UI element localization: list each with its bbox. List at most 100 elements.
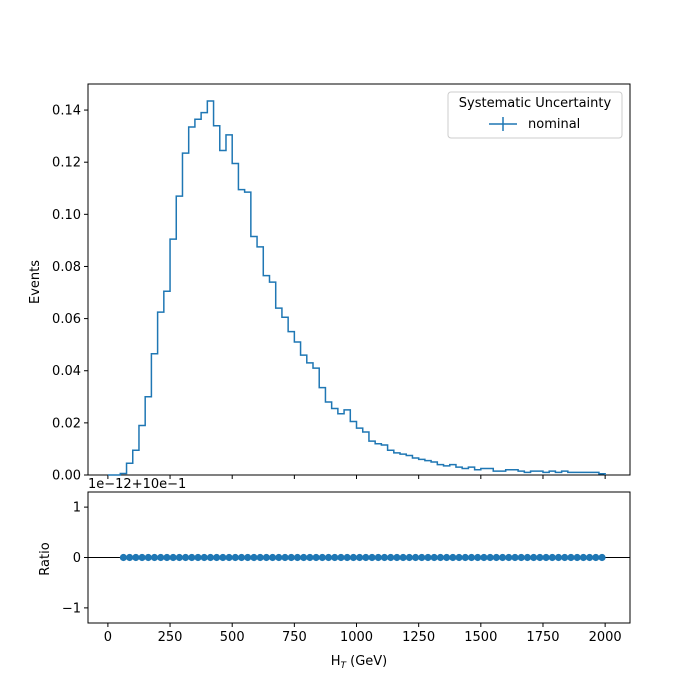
main-y-tick-label: 0.10 (52, 208, 81, 223)
ratio-points (119, 553, 606, 562)
ratio-point (231, 553, 239, 562)
ratio-point (418, 553, 426, 562)
ratio-point (331, 553, 339, 562)
ratio-point (362, 553, 370, 562)
x-tick-label: 0 (104, 630, 112, 645)
ratio-point (244, 553, 252, 562)
ratio-point (225, 553, 233, 562)
ratio-point (368, 553, 376, 562)
x-axis-label: HT (GeV) (331, 654, 388, 671)
ratio-point (585, 553, 594, 562)
main-y-tick-label: 0.04 (52, 364, 81, 379)
legend-marker-nominal (489, 117, 517, 131)
ratio-point (318, 553, 326, 562)
ratio-point (144, 553, 152, 562)
x-tick-label: 1500 (464, 630, 497, 645)
ratio-y-tick-label: 0 (73, 551, 81, 566)
ratio-point (505, 553, 513, 562)
ratio-point (213, 553, 221, 562)
ratio-point (281, 553, 289, 562)
main-plot-frame (87, 83, 631, 476)
ratio-point (399, 553, 407, 562)
ratio-point (300, 553, 308, 562)
ratio-point (455, 553, 463, 562)
x-tick-label: 1250 (402, 630, 435, 645)
x-tick-label: 500 (220, 630, 245, 645)
ratio-point (374, 553, 382, 562)
ratio-point (592, 553, 600, 562)
legend-title: Systematic Uncertainty (459, 96, 612, 111)
ratio-point (561, 553, 569, 562)
ratio-point (287, 553, 295, 562)
ratio-point (542, 553, 550, 562)
x-tick-label: 250 (158, 630, 183, 645)
ratio-point (579, 553, 587, 562)
legend: Systematic Uncertainty nominal (447, 91, 623, 139)
ratio-point (449, 553, 457, 562)
main-y-tick-label: 0.06 (52, 312, 81, 327)
ratio-point (424, 553, 432, 562)
x-axis-label-rest: (GeV) (346, 654, 387, 669)
ratio-point (548, 553, 556, 562)
ratio-point (486, 553, 494, 562)
ratio-point (536, 553, 544, 562)
ratio-point (349, 553, 358, 562)
ratio-point (337, 553, 345, 562)
main-x-ticks (107, 475, 606, 479)
main-y-tick-label: 0.14 (52, 104, 81, 119)
main-y-tick-label: 0.08 (52, 260, 81, 275)
ratio-point (237, 553, 246, 562)
main-y-tick-label: 0.02 (52, 416, 81, 431)
nominal-histogram-line (107, 100, 606, 476)
x-tick-label: 1750 (526, 630, 559, 645)
ratio-y-ticks: −1 0 1 (62, 501, 88, 616)
main-y-tick-label: 0.00 (52, 469, 81, 484)
x-axis-label-subscript: T (341, 661, 348, 671)
main-y-axis-label: Events (28, 260, 43, 304)
ratio-point (405, 553, 413, 562)
ratio-point (256, 553, 264, 562)
ratio-point (181, 553, 190, 562)
main-y-ticks: 0.00 0.02 0.04 0.06 0.08 0.10 0.12 0.14 (52, 104, 88, 484)
ratio-point (598, 553, 606, 562)
x-tick-label: 2000 (589, 630, 622, 645)
ratio-point (306, 553, 314, 562)
main-axes: 0.000.020.040.060.080.100.120.14 Events … (28, 83, 631, 484)
ratio-point (393, 553, 401, 562)
x-tick-label: 1000 (340, 630, 373, 645)
ratio-point (343, 553, 351, 562)
legend-box (447, 91, 623, 139)
ratio-point (250, 553, 258, 562)
ratio-point (293, 553, 302, 562)
ratio-y-tick-label: −1 (62, 601, 81, 616)
ratio-point (324, 553, 333, 562)
ratio-point (430, 553, 438, 562)
ratio-point (411, 553, 420, 562)
ratio-point (200, 553, 208, 562)
ratio-point (523, 553, 532, 562)
ratio-point (467, 553, 476, 562)
ratio-point (138, 553, 146, 562)
ratio-point (219, 553, 227, 562)
ratio-offset-text: 1e−12+10e−1 (88, 477, 186, 492)
ratio-point (119, 553, 128, 562)
ratio-point (443, 553, 451, 562)
ratio-point (530, 553, 538, 562)
ratio-point (517, 553, 525, 562)
ratio-point (194, 553, 202, 562)
ratio-axes: 1e−12+10e−1 −1 0 1 0 250 500 750 1000 1250 1500 1… (38, 477, 631, 671)
ratio-point (312, 553, 320, 562)
main-y-tick-label: 0.12 (52, 156, 81, 171)
ratio-point (492, 553, 500, 562)
ratio-point (157, 553, 165, 562)
ratio-point (356, 553, 364, 562)
ratio-point (275, 553, 283, 562)
ratio-point (567, 553, 575, 562)
ratio-point (269, 553, 277, 562)
ratio-point (175, 553, 183, 562)
ratio-point (480, 553, 488, 562)
ratio-point (511, 553, 519, 562)
ratio-point (163, 553, 171, 562)
ratio-point (126, 553, 134, 562)
